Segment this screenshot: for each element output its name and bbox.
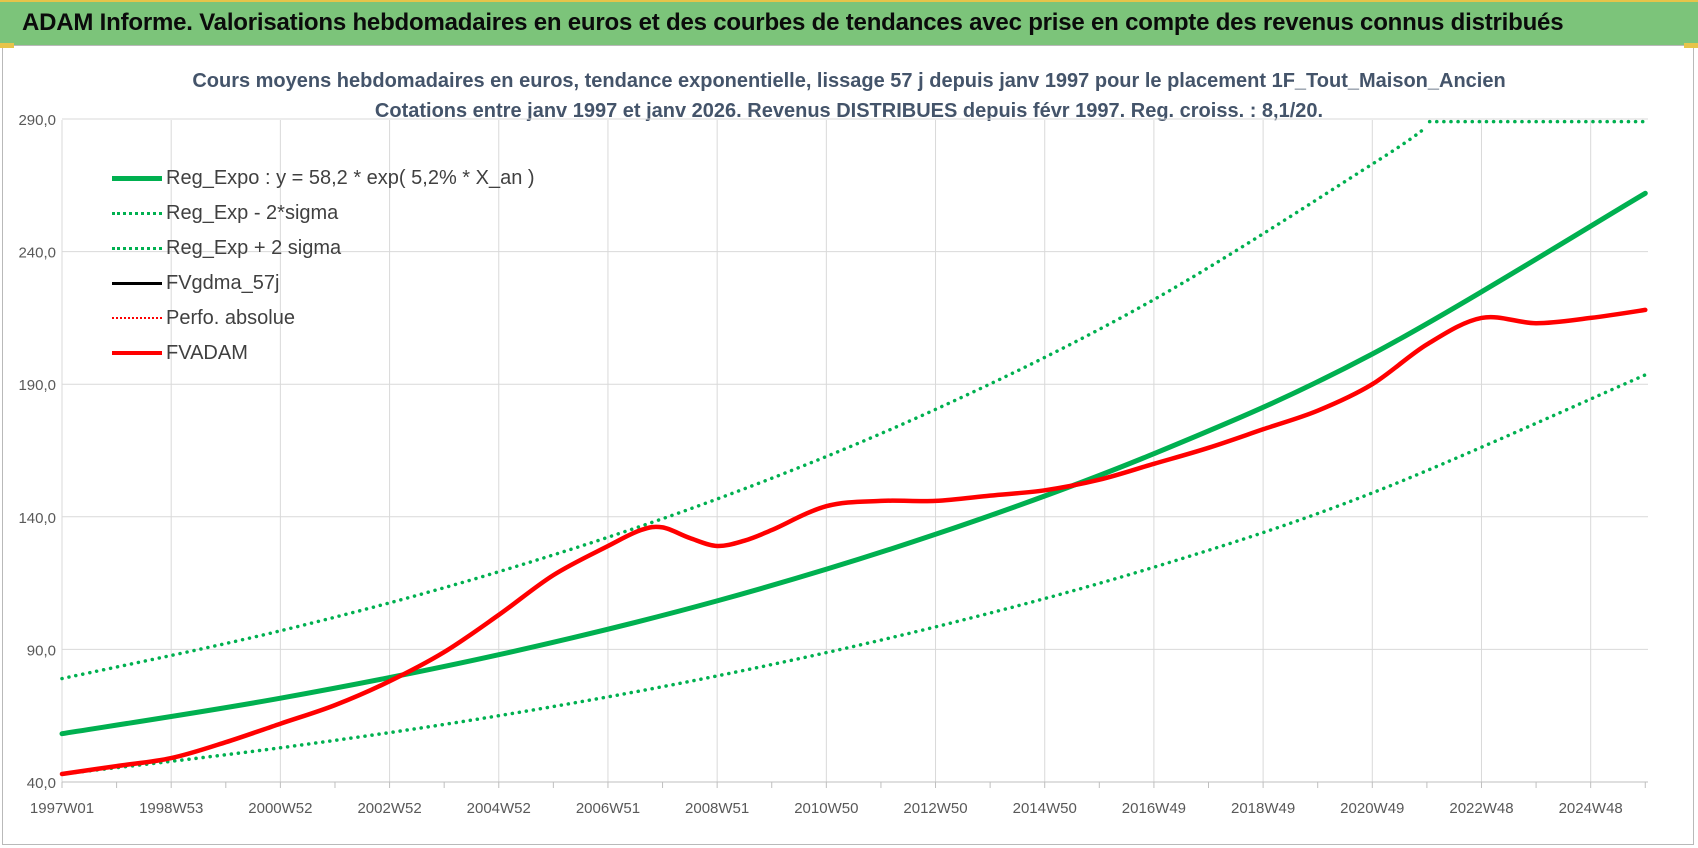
series-line-reg-exp-2-sigma: [60, 373, 1648, 776]
legend-swatch: [112, 350, 162, 355]
chart-title-block: Cours moyens hebdomadaires en euros, ten…: [0, 66, 1698, 126]
legend-label: Reg_Exp + 2 sigma: [166, 237, 342, 259]
x-tick-label: 2010W50: [794, 800, 858, 817]
x-tick-label: 1998W53: [139, 800, 203, 817]
legend-swatch: [112, 246, 162, 250]
frame-corner-left: [0, 43, 14, 48]
header-banner: ADAM Informe. Valorisations hebdomadaire…: [0, 0, 1698, 45]
frame-corner-right: [1684, 43, 1698, 48]
x-tick-label: 2002W52: [357, 800, 421, 817]
x-tick-label: 2018W49: [1231, 800, 1295, 817]
y-tick-label: 240,0: [18, 245, 56, 262]
y-tick-label: 40,0: [27, 775, 56, 792]
chart-subtitle: Cotations entre janv 1997 et janv 2026. …: [374, 100, 1324, 122]
x-tick-label: 2012W50: [903, 800, 967, 817]
banner-title: ADAM Informe. Valorisations hebdomadaire…: [22, 9, 1564, 36]
legend-swatch: [112, 175, 162, 181]
y-tick-label: 190,0: [18, 377, 56, 394]
x-tick-label: 1997W01: [30, 800, 94, 817]
x-tick-label: 2014W50: [1013, 800, 1077, 817]
y-tick-label: 290,0: [18, 112, 56, 129]
chart-frame: [2, 45, 1694, 845]
legend-swatch: [112, 211, 162, 215]
series-line-reg-expo: [59, 190, 1648, 737]
x-tick-label: 2006W51: [576, 800, 640, 817]
x-tick-label: 2004W52: [467, 800, 531, 817]
y-tick-label: 90,0: [27, 642, 56, 659]
x-tick-label: 2008W51: [685, 800, 749, 817]
legend-swatch: [112, 317, 162, 319]
legend-swatch: [112, 281, 162, 285]
series-line-reg-exp-2-sigma: [60, 125, 1429, 681]
x-tick-label: 2022W48: [1449, 800, 1513, 817]
legend-label: Perfo. absolue: [166, 307, 295, 329]
series-line-fvadam: [59, 307, 1648, 777]
x-tick-label: 2024W48: [1559, 800, 1623, 817]
y-tick-label: 140,0: [18, 510, 56, 527]
chart-title: Cours moyens hebdomadaires en euros, ten…: [192, 70, 1506, 92]
legend-label: FVADAM: [166, 342, 248, 364]
legend-label: Reg_Exp - 2*sigma: [166, 202, 339, 224]
legend-label: Reg_Expo : y = 58,2 * exp( 5,2% * X_an ): [166, 167, 535, 189]
x-tick-label: 2000W52: [248, 800, 312, 817]
x-tick-label: 2016W49: [1122, 800, 1186, 817]
legend-label: FVgdma_57j: [166, 272, 280, 294]
x-tick-label: 2020W49: [1340, 800, 1404, 817]
